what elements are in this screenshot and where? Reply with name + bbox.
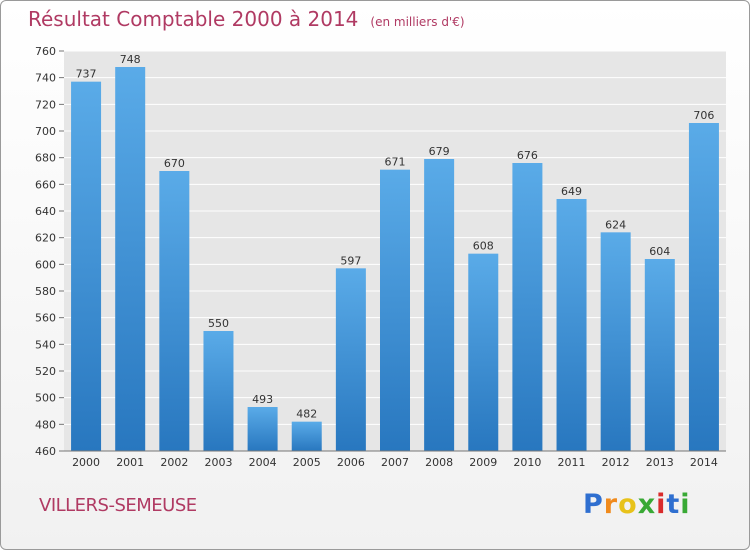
x-tick-label: 2010 xyxy=(513,456,541,469)
y-tick-label: 680 xyxy=(35,152,56,165)
value-label: 748 xyxy=(120,53,141,66)
x-tick-label: 2005 xyxy=(293,456,321,469)
chart-subtitle: (en milliers d'€) xyxy=(370,15,465,29)
y-tick-label: 480 xyxy=(35,418,56,431)
bar xyxy=(203,331,234,451)
y-tick-label: 620 xyxy=(35,232,56,245)
y-tick-label: 700 xyxy=(35,125,56,138)
bar xyxy=(600,232,631,451)
y-tick-label: 520 xyxy=(35,365,56,378)
brand-letter: r xyxy=(603,489,619,520)
y-tick-label: 540 xyxy=(35,338,56,351)
x-tick-label: 2006 xyxy=(337,456,365,469)
x-tick-label: 2013 xyxy=(646,456,674,469)
brand-letter: o xyxy=(618,489,638,520)
y-tick-label: 660 xyxy=(35,178,56,191)
y-tick-label: 640 xyxy=(35,205,56,218)
bar xyxy=(380,169,410,451)
brand-letter: P xyxy=(583,489,604,520)
x-tick-label: 2008 xyxy=(425,456,453,469)
x-tick-label: 2004 xyxy=(249,456,277,469)
x-tick-label: 2003 xyxy=(204,456,232,469)
value-label: 649 xyxy=(561,185,582,198)
bar xyxy=(424,159,455,451)
chart-title: Résultat Comptable 2000 à 2014 xyxy=(28,7,359,31)
y-tick-label: 720 xyxy=(35,98,56,111)
bar xyxy=(247,407,278,451)
value-label: 624 xyxy=(605,218,626,231)
x-tick-label: 2009 xyxy=(469,456,497,469)
bar xyxy=(556,199,587,451)
x-axis: 2000 2001 2002 2003 2004 2005 2006 2007 2008 2009… xyxy=(64,450,726,469)
brand-letter: i xyxy=(680,489,691,520)
y-tick-label: 580 xyxy=(35,285,56,298)
bar xyxy=(159,171,190,451)
brand-letter: x xyxy=(637,489,657,520)
value-labels: 737 748 670 550 493 482 597 671 679 608 676 649 624 6… xyxy=(76,53,715,421)
bar xyxy=(71,81,102,452)
y-tick-label: 460 xyxy=(35,445,56,458)
value-label: 597 xyxy=(340,254,361,267)
place-name: VILLERS-SEMEUSE xyxy=(39,495,197,516)
y-tick-label: 740 xyxy=(35,72,56,85)
bar xyxy=(468,253,499,451)
title-line: Résultat Comptable 2000 à 2014 (en millie… xyxy=(28,7,465,31)
bar xyxy=(688,123,719,451)
y-tick-label: 760 xyxy=(35,45,56,58)
x-tick-label: 2000 xyxy=(72,456,100,469)
x-tick-label: 2014 xyxy=(690,456,718,469)
value-label: 604 xyxy=(649,245,670,258)
y-tick-label: 500 xyxy=(35,392,56,405)
value-label: 706 xyxy=(693,109,714,122)
x-tick-label: 2007 xyxy=(381,456,409,469)
value-label: 670 xyxy=(164,157,185,170)
bar xyxy=(291,421,322,451)
value-label: 608 xyxy=(473,240,494,253)
bars xyxy=(71,67,719,452)
y-tick-label: 560 xyxy=(35,312,56,325)
brand-letter: t xyxy=(666,489,681,520)
value-label: 679 xyxy=(429,145,450,158)
value-label: 676 xyxy=(517,149,538,162)
value-label: 550 xyxy=(208,317,229,330)
bar xyxy=(115,67,146,451)
value-label: 737 xyxy=(76,68,97,81)
value-label: 493 xyxy=(252,393,273,406)
x-tick-label: 2001 xyxy=(116,456,144,469)
value-label: 671 xyxy=(385,156,406,169)
bar xyxy=(644,259,675,451)
y-tick-label: 600 xyxy=(35,258,56,271)
x-tick-label: 2002 xyxy=(160,456,188,469)
x-tick-label: 2011 xyxy=(558,456,586,469)
brand-letter: i xyxy=(656,489,667,520)
bar xyxy=(335,268,366,451)
bar xyxy=(512,163,543,451)
brand-logo: Proxiti xyxy=(583,489,691,520)
value-label: 482 xyxy=(296,408,317,421)
x-tick-label: 2012 xyxy=(602,456,630,469)
y-axis: 460 480 500 520 540 560 580 600 620 640 660 680 700 7… xyxy=(35,45,64,458)
